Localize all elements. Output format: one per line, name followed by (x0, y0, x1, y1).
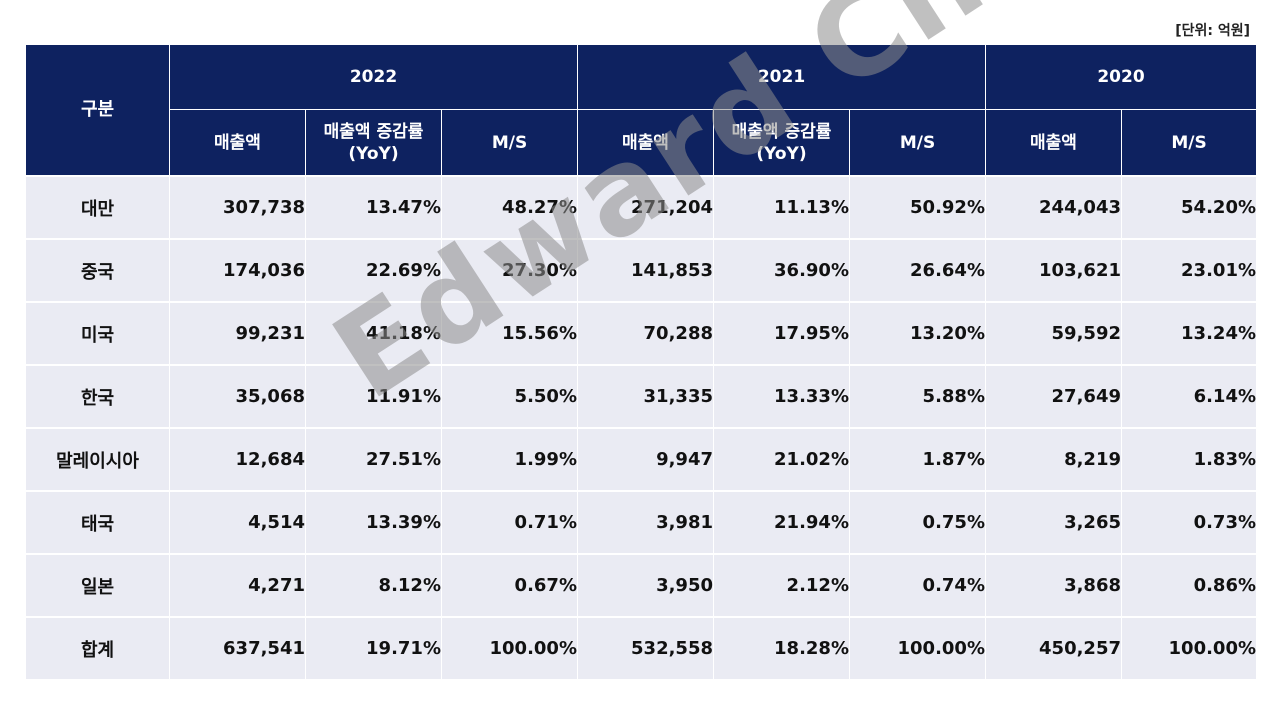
table-row: 중국 174,036 22.69% 27.30% 141,853 36.90% 26.64%… (25, 238, 1258, 303)
row-label: 한국 (25, 364, 170, 429)
table-row: 한국 35,068 11.91% 5.50% 31,335 13.33% 5.88% 27,6… (25, 364, 1258, 429)
table-cell: 5.50% (441, 364, 578, 429)
metric-header: 매출액 증감률 (YoY) (713, 109, 850, 177)
table-cell: 100.00% (1120, 616, 1258, 681)
row-label: 대만 (25, 175, 170, 240)
row-label: 일본 (25, 553, 170, 618)
table-cell: 4,514 (169, 490, 306, 555)
table-cell: 27.30% (441, 238, 578, 303)
row-label: 합계 (25, 616, 170, 681)
row-label: 말레이시아 (25, 427, 170, 492)
table-cell: 0.74% (849, 553, 986, 618)
table-cell: 17.95% (713, 301, 850, 366)
revenue-table: 구분 2022 2021 2020 매출액 매출액 증감률 (YoY) M/S 매출액 매출… (25, 44, 1258, 681)
table-cell: 36.90% (713, 238, 850, 303)
table-cell: 21.02% (713, 427, 850, 492)
table-cell: 0.86% (1120, 553, 1258, 618)
table-cell: 13.20% (849, 301, 986, 366)
table-cell: 3,265 (985, 490, 1122, 555)
table-cell: 13.47% (305, 175, 442, 240)
table-cell: 2.12% (713, 553, 850, 618)
table-cell: 1.83% (1120, 427, 1258, 492)
unit-note: [단위: 억원] (1175, 23, 1250, 39)
table-header: 구분 2022 2021 2020 매출액 매출액 증감률 (YoY) M/S 매출액 매출… (25, 44, 1258, 177)
table-cell: 22.69% (305, 238, 442, 303)
metric-header: 매출액 증감률 (YoY) (305, 109, 442, 177)
table-cell: 244,043 (985, 175, 1122, 240)
metric-header: M/S (1120, 109, 1258, 177)
table-cell: 26.64% (849, 238, 986, 303)
table-cell: 54.20% (1120, 175, 1258, 240)
table-cell: 0.71% (441, 490, 578, 555)
table-cell: 9,947 (577, 427, 714, 492)
table-cell: 174,036 (169, 238, 306, 303)
table-cell: 12,684 (169, 427, 306, 492)
table-body: 대만 307,738 13.47% 48.27% 271,204 11.13% 50.92%… (25, 175, 1258, 681)
table-cell: 4,271 (169, 553, 306, 618)
table-cell: 13.39% (305, 490, 442, 555)
table-cell: 450,257 (985, 616, 1122, 681)
table-cell: 27,649 (985, 364, 1122, 429)
table-cell: 41.18% (305, 301, 442, 366)
metric-header-row: 매출액 매출액 증감률 (YoY) M/S 매출액 매출액 증감률 (YoY) M/S 매출… (26, 109, 1258, 177)
row-label: 태국 (25, 490, 170, 555)
table-row: 태국 4,514 13.39% 0.71% 3,981 21.94% 0.75% 3,265 0… (25, 490, 1258, 555)
table-cell: 3,868 (985, 553, 1122, 618)
metric-header: 매출액 (169, 109, 306, 177)
table-cell: 307,738 (169, 175, 306, 240)
table-cell: 70,288 (577, 301, 714, 366)
table-cell: 18.28% (713, 616, 850, 681)
table-cell: 100.00% (441, 616, 578, 681)
table-cell: 6.14% (1120, 364, 1258, 429)
table-cell: 0.73% (1120, 490, 1258, 555)
table-cell: 59,592 (985, 301, 1122, 366)
table-cell: 19.71% (305, 616, 442, 681)
table-cell: 48.27% (441, 175, 578, 240)
year-header-row: 구분 2022 2021 2020 (25, 44, 1258, 177)
table-cell: 35,068 (169, 364, 306, 429)
table-row: 말레이시아 12,684 27.51% 1.99% 9,947 21.02% 1.87% 8,… (25, 427, 1258, 492)
table-cell: 0.75% (849, 490, 986, 555)
row-header-label: 구분 (25, 44, 170, 177)
table-cell: 13.24% (1120, 301, 1258, 366)
table-cell: 8,219 (985, 427, 1122, 492)
table-cell: 15.56% (441, 301, 578, 366)
metric-header: M/S (441, 109, 578, 177)
table-cell: 11.13% (713, 175, 850, 240)
table-cell: 23.01% (1120, 238, 1258, 303)
table-row: 미국 99,231 41.18% 15.56% 70,288 17.95% 13.20% 59… (25, 301, 1258, 366)
year-header-2020: 2020 (984, 44, 1258, 110)
table-cell: 0.67% (441, 553, 578, 618)
metric-header: 매출액 (577, 109, 714, 177)
table-cell: 5.88% (849, 364, 986, 429)
row-label: 미국 (25, 301, 170, 366)
table-cell: 99,231 (169, 301, 306, 366)
table-cell: 27.51% (305, 427, 442, 492)
table-cell: 50.92% (849, 175, 986, 240)
table-cell: 3,950 (577, 553, 714, 618)
table-cell: 271,204 (577, 175, 714, 240)
table-cell: 1.87% (849, 427, 986, 492)
table-cell: 1.99% (441, 427, 578, 492)
table-row: 대만 307,738 13.47% 48.27% 271,204 11.13% 50.92%… (25, 175, 1258, 240)
table-row: 일본 4,271 8.12% 0.67% 3,950 2.12% 0.74% 3,868 0.8… (25, 553, 1258, 618)
metric-header: M/S (849, 109, 986, 177)
year-header-2021: 2021 (577, 44, 986, 110)
table-cell: 103,621 (985, 238, 1122, 303)
table-cell: 8.12% (305, 553, 442, 618)
table-cell: 13.33% (713, 364, 850, 429)
table-cell: 31,335 (577, 364, 714, 429)
metric-header: 매출액 (985, 109, 1122, 177)
table-cell: 3,981 (577, 490, 714, 555)
year-header-2022: 2022 (169, 44, 578, 110)
table-row: 합계 637,541 19.71% 100.00% 532,558 18.28% 100.0… (25, 616, 1258, 681)
table-cell: 637,541 (169, 616, 306, 681)
table-cell: 141,853 (577, 238, 714, 303)
table-cell: 11.91% (305, 364, 442, 429)
table-cell: 100.00% (849, 616, 986, 681)
table-cell: 21.94% (713, 490, 850, 555)
table-cell: 532,558 (577, 616, 714, 681)
row-label: 중국 (25, 238, 170, 303)
